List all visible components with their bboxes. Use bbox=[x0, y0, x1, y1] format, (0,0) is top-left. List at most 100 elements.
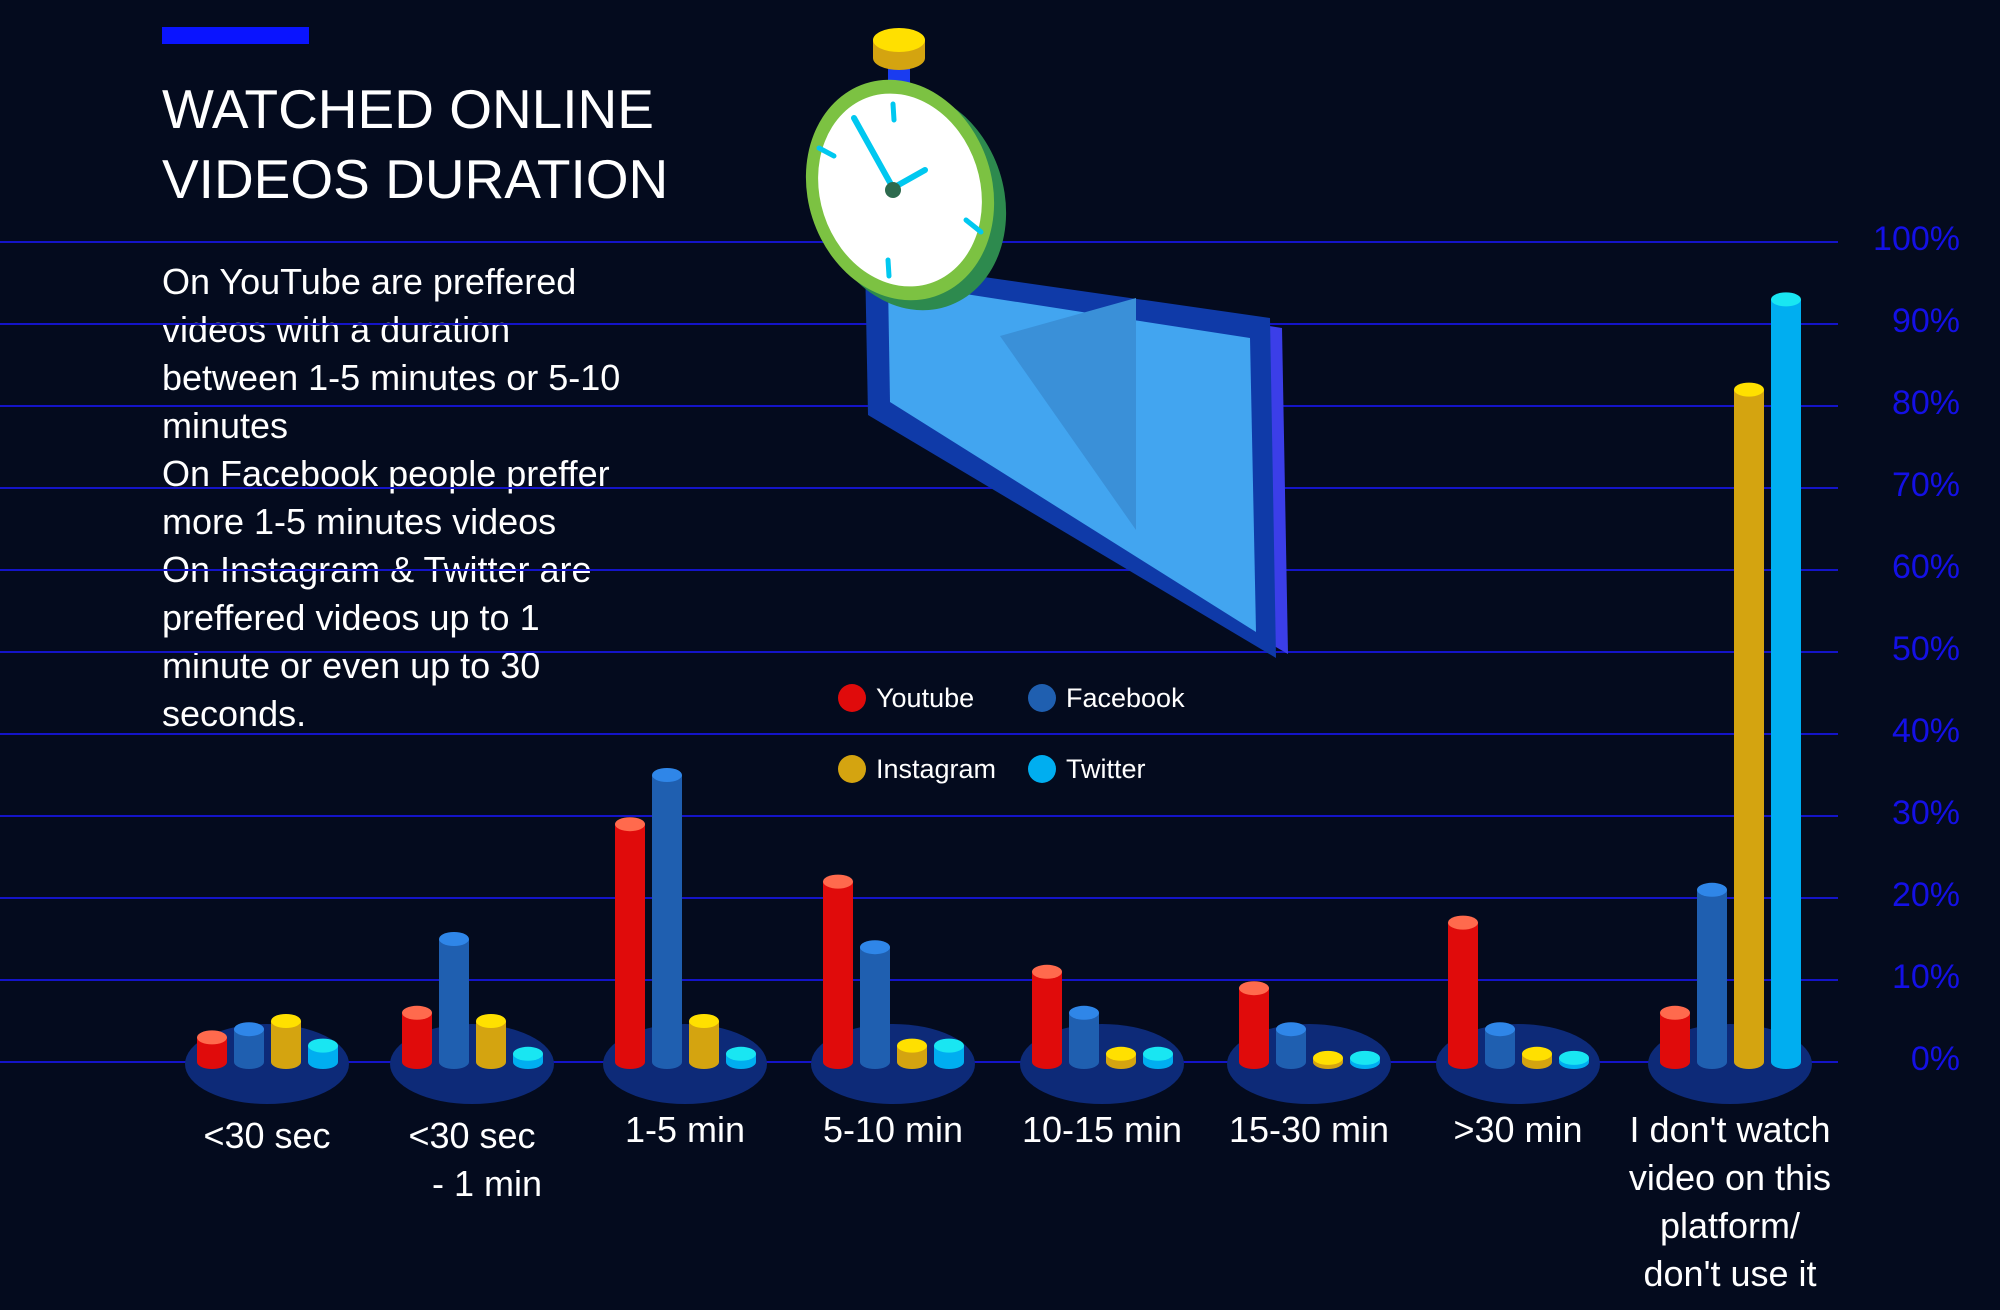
legend-item-facebook: Facebook bbox=[1028, 678, 1185, 718]
legend-label: Youtube bbox=[876, 682, 975, 713]
stopwatch-tick-marks bbox=[816, 101, 984, 279]
y-tick-label: 10% bbox=[1891, 958, 1960, 996]
bar-youtube bbox=[1239, 981, 1269, 1069]
bar-twitter bbox=[1559, 1050, 1589, 1069]
bar-top bbox=[1143, 1046, 1173, 1061]
category-label: 15-30 min bbox=[1179, 1106, 1439, 1154]
bar-body bbox=[1697, 889, 1727, 1062]
y-tick-label: 100% bbox=[1873, 220, 1960, 258]
bar-instagram bbox=[1522, 1046, 1552, 1069]
stopwatch-hub bbox=[885, 182, 901, 198]
bar-body bbox=[1448, 922, 1478, 1062]
bar-body bbox=[402, 1012, 432, 1062]
stopwatch-hand-long bbox=[851, 115, 896, 191]
category-label-line: 1-5 min bbox=[624, 1109, 746, 1150]
description-line: between 1-5 minutes or 5-10 bbox=[162, 357, 621, 398]
bar-top bbox=[308, 1038, 338, 1053]
legend-item-instagram: Instagram bbox=[838, 749, 996, 789]
bar-body bbox=[439, 939, 469, 1062]
stopwatch-button-top bbox=[873, 28, 925, 52]
category-label-line: don't use it bbox=[1643, 1253, 1817, 1294]
bar-body bbox=[652, 775, 682, 1062]
bar-top bbox=[402, 1005, 432, 1020]
bar-youtube bbox=[402, 1005, 432, 1069]
y-tick-label: 0% bbox=[1910, 1040, 1960, 1078]
bar-top bbox=[897, 1038, 927, 1053]
category-label: 5-10 min bbox=[763, 1106, 1023, 1154]
bar-top bbox=[234, 1022, 264, 1037]
bar-twitter bbox=[1143, 1046, 1173, 1069]
bar-body bbox=[860, 947, 890, 1062]
bar-body bbox=[1239, 988, 1269, 1062]
bar-facebook bbox=[652, 768, 682, 1069]
bar-top bbox=[1734, 382, 1764, 397]
category-label-line: video on this bbox=[1628, 1157, 1832, 1198]
bar-top bbox=[689, 1014, 719, 1028]
title-accent-bar bbox=[162, 27, 309, 44]
category-label: <30 sec bbox=[137, 1112, 397, 1160]
y-tick-label: 40% bbox=[1891, 712, 1960, 750]
bar-top bbox=[439, 932, 469, 946]
legend-item-youtube: Youtube bbox=[838, 678, 974, 718]
y-tick-label: 30% bbox=[1891, 794, 1960, 832]
category-label-line: 10-15 min bbox=[1021, 1109, 1183, 1150]
stopwatch-icon bbox=[805, 28, 1007, 311]
bar-top bbox=[1106, 1046, 1136, 1061]
bar-top bbox=[1559, 1050, 1589, 1065]
category-label: <30 sec - 1 min bbox=[342, 1112, 602, 1208]
legend-swatch bbox=[1028, 684, 1056, 712]
y-tick-label: 20% bbox=[1891, 876, 1960, 914]
bar-facebook bbox=[860, 940, 890, 1069]
bar-top bbox=[1697, 882, 1727, 897]
description-line: more 1-5 minutes videos bbox=[162, 501, 557, 542]
bar-top bbox=[1313, 1050, 1343, 1065]
video-player-illustration bbox=[865, 260, 1288, 658]
category-label-line: platform/ bbox=[1659, 1205, 1801, 1246]
bar-top bbox=[1276, 1022, 1306, 1037]
bar-youtube bbox=[1032, 964, 1062, 1069]
bar-facebook bbox=[1069, 1005, 1099, 1069]
legend-swatch bbox=[838, 684, 866, 712]
bar-top bbox=[197, 1030, 227, 1045]
bar-body bbox=[1032, 971, 1062, 1062]
category-label-line: 5-10 min bbox=[822, 1109, 964, 1150]
legend-label: Twitter bbox=[1066, 753, 1146, 784]
bar-twitter bbox=[726, 1046, 756, 1069]
bar-instagram bbox=[1106, 1046, 1136, 1069]
bar-body bbox=[1734, 389, 1764, 1063]
bar-instagram bbox=[1734, 382, 1764, 1069]
y-tick-label: 80% bbox=[1891, 384, 1960, 422]
category-label-line: >30 min bbox=[1453, 1109, 1583, 1150]
category-label-line: <30 sec bbox=[203, 1115, 331, 1156]
bar-facebook bbox=[1485, 1022, 1515, 1069]
chart-title: WATCHED ONLINE VIDEOS DURATION bbox=[162, 74, 668, 214]
bar-body bbox=[1771, 299, 1801, 1062]
bar-twitter bbox=[1771, 292, 1801, 1069]
category-label: 1-5 min bbox=[555, 1106, 815, 1154]
category-label-line: - 1 min bbox=[431, 1163, 543, 1204]
bar-body bbox=[1069, 1012, 1099, 1062]
bar-facebook bbox=[234, 1022, 264, 1069]
bar-top bbox=[1660, 1005, 1690, 1020]
bar-youtube bbox=[197, 1030, 227, 1069]
bar-top bbox=[1771, 292, 1801, 307]
bar-instagram bbox=[476, 1014, 506, 1069]
legend-item-twitter: Twitter bbox=[1028, 749, 1146, 789]
bar-top bbox=[934, 1038, 964, 1053]
category-label: 10-15 min bbox=[972, 1106, 1232, 1154]
category-label-line: <30 sec bbox=[408, 1115, 536, 1156]
bar-top bbox=[1448, 915, 1478, 930]
bar-top bbox=[513, 1046, 543, 1061]
chart-title-line-2: VIDEOS DURATION bbox=[162, 148, 669, 210]
video-screen bbox=[888, 282, 1256, 632]
bar-youtube bbox=[823, 874, 853, 1069]
bar-twitter bbox=[1350, 1050, 1380, 1069]
description-line: preffered videos up to 1 bbox=[162, 597, 540, 638]
bar-twitter bbox=[934, 1038, 964, 1069]
chart-title-line-1: WATCHED ONLINE bbox=[162, 78, 654, 140]
bar-top bbox=[1522, 1046, 1552, 1061]
bar-top bbox=[1069, 1005, 1099, 1020]
bar-facebook bbox=[1276, 1022, 1306, 1069]
play-icon bbox=[1000, 298, 1136, 530]
